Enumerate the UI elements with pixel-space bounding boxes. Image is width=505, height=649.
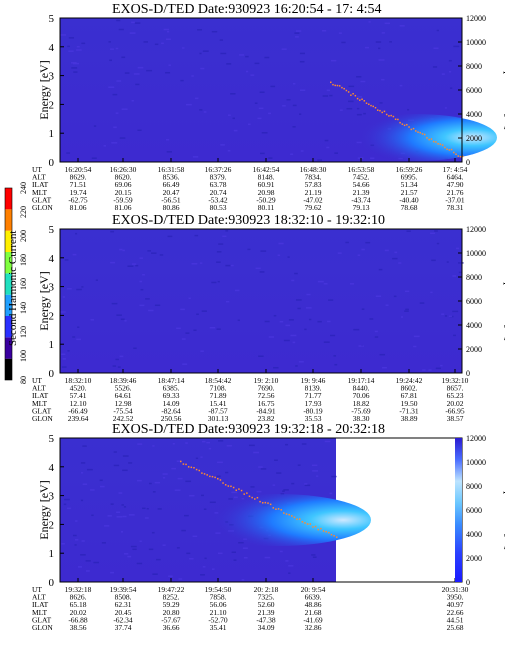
y-tick-label: 1 (49, 548, 55, 560)
table-cell: 25.68 (447, 623, 464, 632)
y-tick-label: 4 (49, 462, 55, 474)
table-row-label: GLON (32, 623, 53, 632)
table-cell: 38.56 (70, 623, 87, 632)
y2-tick-label: 2000 (466, 554, 482, 563)
colorbar-swatch (5, 209, 12, 230)
colorbar-swatch (5, 359, 12, 380)
colorbar-swatch (5, 188, 12, 209)
temperature-colorbar (455, 438, 462, 582)
y-tick-label: 0 (49, 577, 55, 589)
panel3-plasma-signal (185, 494, 371, 546)
table-cell: 32.86 (305, 623, 322, 632)
y2-tick-label: 12000 (466, 434, 486, 443)
colorbar-tick-label: 240 (19, 182, 28, 194)
colorbar-tick-label: 220 (19, 206, 28, 218)
colorbar-tick-label: 120 (19, 326, 28, 338)
colorbar-tick-label: 80 (19, 376, 28, 384)
colorbar-tick-label: 100 (19, 350, 28, 362)
colorbar-tick-label: 140 (19, 302, 28, 314)
y2-tick-label: 10000 (466, 458, 486, 467)
colorbar-tick-label: 160 (19, 278, 28, 290)
table-cell: 34.09 (258, 623, 275, 632)
ylabel: Energy [eV] (37, 480, 51, 539)
y-tick-label: 5 (49, 433, 55, 445)
y2-tick-label: 6000 (466, 506, 482, 515)
table-cell: 37.74 (115, 623, 132, 632)
y2-tick-label: 8000 (466, 482, 482, 491)
colorbar-label: Second Harmonic Current (7, 231, 19, 346)
table-cell: 36.66 (163, 623, 180, 632)
colorbar-tick-label: 180 (19, 254, 28, 266)
colorbar-tick-label: 200 (19, 230, 28, 242)
colorbar: 80 100 120 140 160 180 200 220 240 (0, 0, 40, 400)
y2-tick-label: 4000 (466, 530, 482, 539)
table-cell: 35.41 (210, 623, 227, 632)
